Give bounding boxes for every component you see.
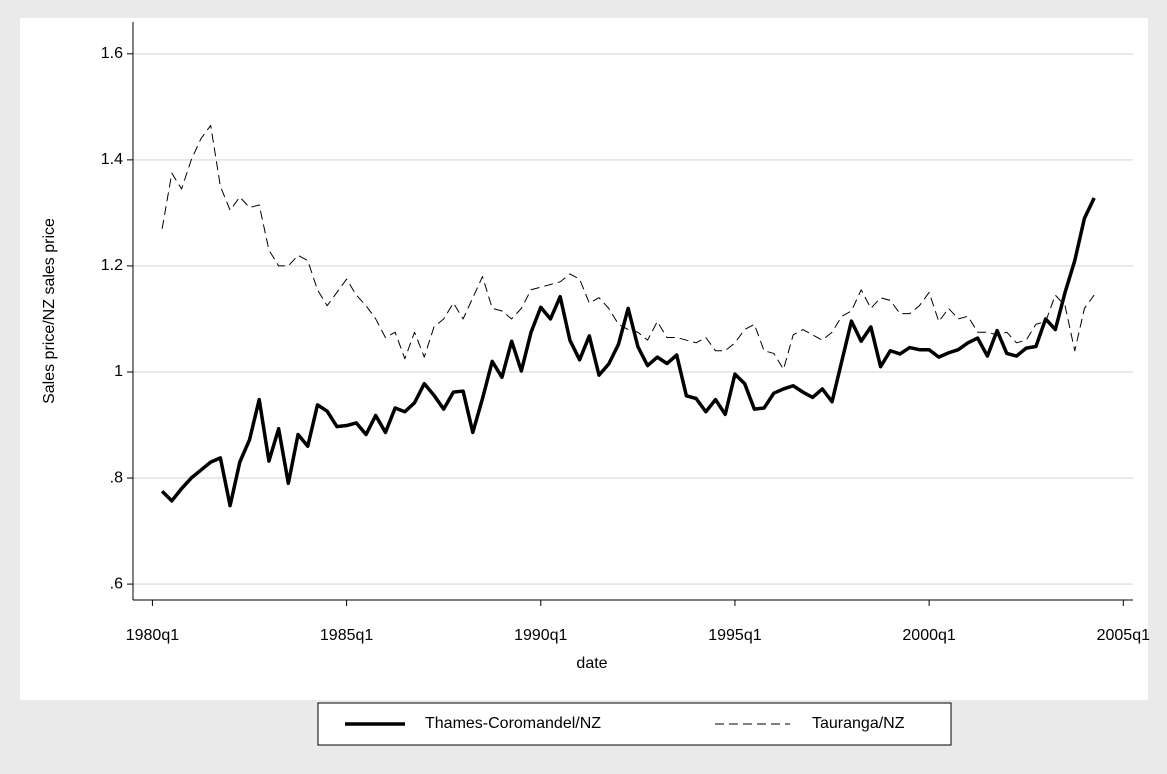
- plot-panel: [20, 18, 1148, 700]
- x-axis-title: date: [576, 655, 607, 672]
- x-tick-label: 2005q1: [1097, 627, 1150, 644]
- legend-box: [317, 702, 952, 746]
- y-tick-label: 1.2: [101, 257, 123, 274]
- y-tick-label: 1.6: [101, 45, 123, 62]
- x-tick-label: 1980q1: [126, 627, 179, 644]
- y-tick-label: 1: [114, 363, 123, 380]
- y-tick-label: .6: [110, 575, 123, 592]
- y-axis-title: Sales price/NZ sales price: [41, 218, 58, 404]
- legend-label: Thames-Coromandel/NZ: [425, 715, 601, 732]
- x-tick-label: 1990q1: [514, 627, 567, 644]
- y-tick-label: 1.4: [101, 151, 123, 168]
- x-tick-label: 1985q1: [320, 627, 373, 644]
- x-tick-label: 1995q1: [708, 627, 761, 644]
- series-line: [160, 197, 1096, 508]
- legend-label: Tauranga/NZ: [812, 715, 905, 732]
- y-tick-label: .8: [110, 469, 123, 486]
- x-tick-label: 2000q1: [902, 627, 955, 644]
